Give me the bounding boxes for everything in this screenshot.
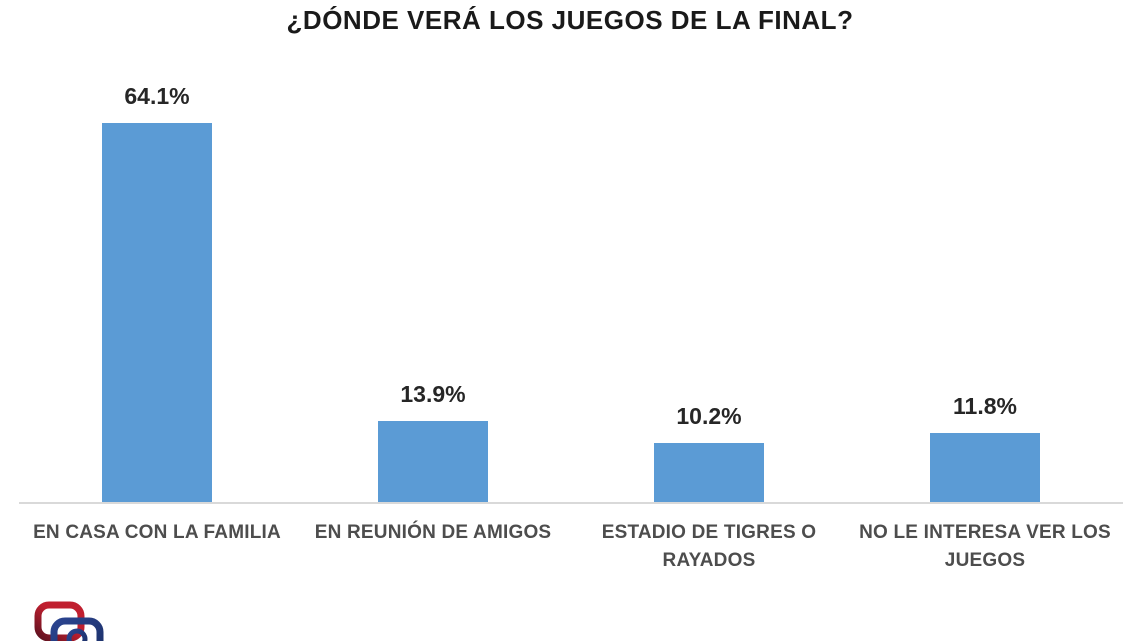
value-label: 64.1% bbox=[124, 83, 190, 110]
brand-logo bbox=[34, 601, 104, 641]
x-axis-line bbox=[19, 502, 1123, 504]
category-label: EN CASA CON LA FAMILIA bbox=[33, 522, 281, 543]
chart-title: ¿DÓNDE VERÁ LOS JUEGOS DE LA FINAL? bbox=[286, 5, 854, 35]
category-label: EN REUNIÓN DE AMIGOS bbox=[314, 522, 552, 543]
value-label: 13.9% bbox=[400, 380, 466, 407]
bar-column: 11.8% bbox=[847, 60, 1123, 503]
bar-column: 64.1% bbox=[19, 60, 295, 503]
category-label: NO LE INTERESA VER LOS JUEGOS bbox=[859, 522, 1111, 571]
plot-area: 64.1% 13.9% 10.2% 11.8% bbox=[19, 60, 1123, 503]
value-label: 10.2% bbox=[676, 402, 742, 429]
bar bbox=[654, 442, 764, 503]
bar bbox=[102, 123, 212, 503]
bar bbox=[378, 420, 488, 503]
bar-column: 13.9% bbox=[295, 60, 571, 503]
category-axis: EN CASA CON LA FAMILIA EN REUNIÓN DE AMIG… bbox=[19, 519, 1123, 575]
value-label: 11.8% bbox=[953, 393, 1017, 420]
category-label: ESTADIO DE TIGRES O RAYADOS bbox=[601, 522, 817, 571]
bar-column: 10.2% bbox=[571, 60, 847, 503]
bar bbox=[930, 433, 1040, 503]
